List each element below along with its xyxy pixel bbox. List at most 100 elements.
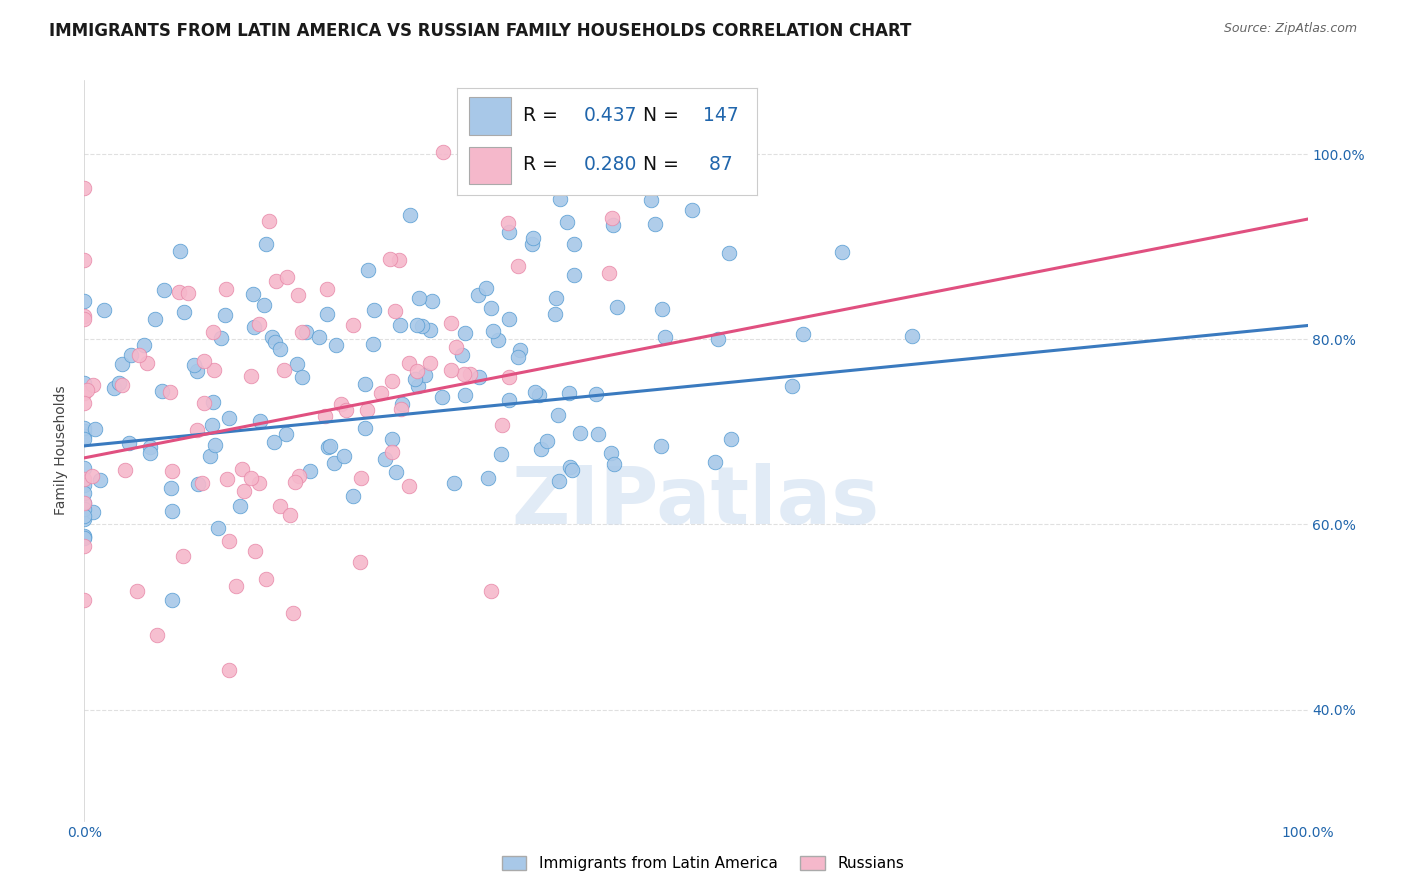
Point xyxy=(266,274,288,288)
Point xyxy=(111,357,134,371)
Point xyxy=(73,478,96,492)
Point xyxy=(207,521,229,535)
Point xyxy=(233,483,256,498)
Point xyxy=(413,368,436,382)
Point xyxy=(391,397,413,411)
Point xyxy=(381,445,404,459)
Point xyxy=(354,421,377,435)
Point xyxy=(73,432,96,446)
Point xyxy=(780,379,803,393)
Point xyxy=(536,434,558,449)
Point xyxy=(356,263,378,277)
Point xyxy=(172,549,194,564)
Point xyxy=(406,364,429,378)
Point xyxy=(73,309,96,323)
Point xyxy=(381,432,404,446)
Point xyxy=(239,369,262,384)
Point xyxy=(257,214,280,228)
Point xyxy=(73,425,96,439)
Point xyxy=(291,369,314,384)
Point xyxy=(474,281,496,295)
Point xyxy=(440,363,463,377)
Point xyxy=(316,440,339,454)
Point xyxy=(247,317,270,331)
Point xyxy=(204,438,226,452)
Point xyxy=(389,402,412,417)
Point xyxy=(162,464,184,478)
Point xyxy=(103,382,125,396)
Point xyxy=(831,244,853,259)
Point xyxy=(111,377,134,392)
Point xyxy=(467,288,489,302)
Point xyxy=(218,663,240,677)
Point xyxy=(159,384,181,399)
Point xyxy=(491,417,513,432)
Point xyxy=(276,270,298,285)
Point xyxy=(408,291,430,305)
Point xyxy=(240,470,263,484)
Point xyxy=(319,440,342,454)
Point xyxy=(458,367,481,381)
Point xyxy=(201,417,224,432)
Point xyxy=(89,473,111,487)
Point xyxy=(316,281,339,295)
Point xyxy=(314,409,336,424)
Point xyxy=(325,338,347,352)
Point xyxy=(606,301,628,315)
Point xyxy=(263,334,285,349)
Point xyxy=(253,298,276,312)
Point xyxy=(406,318,429,333)
Point xyxy=(588,427,610,442)
Point xyxy=(285,357,308,371)
Point xyxy=(453,367,475,381)
Point xyxy=(73,530,96,544)
Point xyxy=(561,463,583,477)
Point xyxy=(73,502,96,516)
Point xyxy=(247,476,270,491)
Point xyxy=(73,461,96,475)
Point xyxy=(73,429,96,443)
Point xyxy=(117,435,139,450)
Point xyxy=(681,202,703,217)
Point xyxy=(128,348,150,362)
Point xyxy=(555,215,578,229)
Point xyxy=(600,211,623,226)
Point xyxy=(792,326,814,341)
Point xyxy=(291,326,314,340)
Point xyxy=(522,237,544,252)
Point xyxy=(509,343,531,358)
Point xyxy=(120,348,142,362)
Point xyxy=(361,336,384,351)
Point xyxy=(399,208,422,222)
Point xyxy=(419,356,441,370)
Point xyxy=(398,356,420,370)
Point xyxy=(82,469,104,483)
Point xyxy=(231,462,253,476)
Point xyxy=(73,508,96,523)
Point xyxy=(650,439,672,453)
Point xyxy=(654,330,676,344)
Point xyxy=(214,308,236,322)
Point xyxy=(406,379,429,393)
Point xyxy=(389,318,412,332)
Point xyxy=(384,304,406,318)
Point xyxy=(159,481,181,495)
Point xyxy=(249,414,271,428)
Point xyxy=(73,181,96,195)
Point xyxy=(562,236,585,251)
Point xyxy=(73,496,96,510)
Legend: Immigrants from Latin America, Russians: Immigrants from Latin America, Russians xyxy=(496,850,910,877)
Point xyxy=(547,409,569,423)
Point xyxy=(489,447,512,461)
Point xyxy=(422,293,444,308)
Point xyxy=(173,304,195,318)
Point xyxy=(432,390,454,404)
Point xyxy=(225,578,247,592)
Point xyxy=(498,225,520,239)
Point xyxy=(454,387,477,401)
Text: ZIPatlas: ZIPatlas xyxy=(512,463,880,541)
Point xyxy=(468,370,491,384)
Point xyxy=(254,237,277,252)
Point xyxy=(411,318,433,333)
Point xyxy=(299,464,322,478)
